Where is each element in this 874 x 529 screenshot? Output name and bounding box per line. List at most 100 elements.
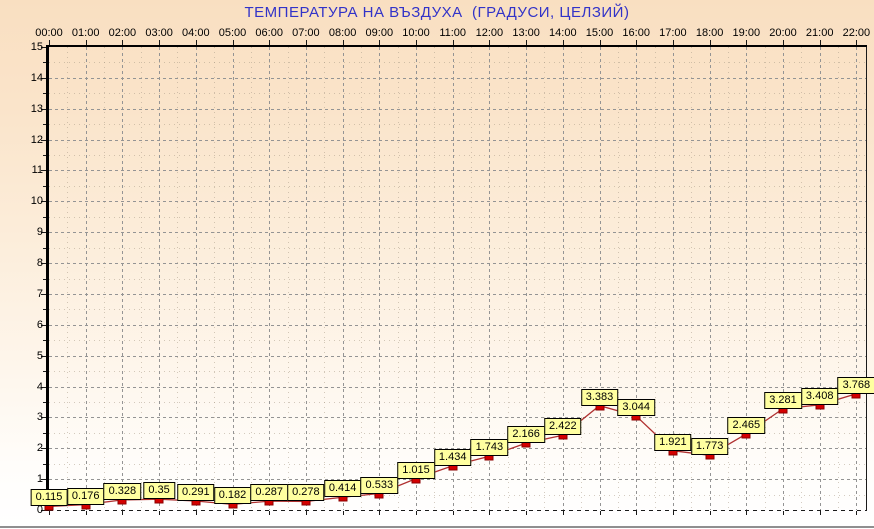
data-point-value-label: 0.287 [250, 484, 288, 502]
x-axis-label: 13:00 [512, 27, 540, 39]
y-axis-minor-tick [43, 340, 46, 342]
x-axis-label: 01:00 [71, 27, 100, 39]
gridline-vertical [452, 47, 454, 510]
bottom-edge-line [0, 526, 874, 528]
gridline-horizontal [49, 263, 866, 265]
gridline-vertical [599, 47, 601, 510]
gridline-horizontal [49, 139, 866, 141]
gridline-vertical [819, 47, 821, 510]
gridline-horizontal [49, 479, 866, 481]
x-axis-tick-top [85, 40, 87, 45]
y-axis-label: 13 [30, 102, 43, 115]
data-point-value-label: 1.743 [470, 439, 509, 457]
x-axis-tick-bottom [636, 511, 638, 515]
y-axis-tick [41, 479, 46, 481]
x-axis-label: 03:00 [145, 27, 173, 39]
gridline-vertical [342, 47, 344, 510]
y-axis-label: 9 [36, 226, 43, 239]
y-axis-label: 10 [30, 195, 43, 208]
x-axis-tick-top [672, 40, 674, 45]
data-point-value-label: 1.773 [690, 438, 729, 456]
x-axis-label: 09:00 [365, 27, 394, 39]
y-axis-line [46, 45, 49, 511]
y-axis-minor-tick [43, 463, 46, 465]
x-axis-tick-top [636, 40, 638, 45]
y-axis-minor-tick [43, 93, 46, 95]
gridline-horizontal [49, 293, 866, 295]
gridline-vertical [489, 47, 491, 510]
data-point-value-label: 0.414 [323, 480, 362, 498]
x-axis-label: 12:00 [475, 27, 504, 39]
data-point-value-label: 3.383 [580, 388, 619, 406]
data-point-value-label: 0.115 [30, 489, 68, 507]
y-axis-tick [41, 324, 46, 326]
x-axis-tick-bottom [195, 511, 197, 515]
x-axis-tick-bottom [599, 511, 601, 515]
y-axis-label: 12 [30, 133, 43, 146]
x-axis-tick-top [379, 40, 381, 45]
x-axis-tick-top [746, 40, 748, 45]
chart-title: ТЕМПЕРАТУРА НА ВЪЗДУХА (ГРАДУСИ, ЦЕЛЗИЙ) [244, 4, 630, 21]
plot-top-border [46, 45, 867, 47]
y-axis-tick [41, 232, 46, 234]
x-axis-tick-top [49, 40, 50, 45]
y-axis-label: 5 [36, 349, 43, 362]
x-axis-label: 21:00 [805, 27, 834, 39]
x-axis-label: 07:00 [292, 27, 320, 39]
gridline-minor-horizontal [49, 62, 866, 64]
gridline-vertical [672, 47, 674, 510]
gridline-minor-horizontal [49, 340, 866, 342]
x-axis-tick-bottom [159, 511, 161, 515]
y-axis-label: 8 [36, 257, 43, 270]
x-axis-label: 04:00 [182, 27, 210, 39]
x-axis-tick-bottom [562, 511, 564, 515]
data-point-value-label: 2.465 [727, 416, 766, 434]
x-axis-tick-top [562, 40, 564, 45]
data-point-value-label: 0.291 [177, 484, 215, 502]
x-axis-label: 10:00 [402, 27, 430, 39]
y-axis-label: 2 [36, 442, 43, 455]
y-axis-minor-tick [43, 278, 46, 280]
x-axis-tick-bottom [49, 511, 50, 515]
gridline-vertical [562, 47, 564, 510]
gridline-vertical [269, 47, 271, 510]
x-axis-zero-line [49, 510, 867, 511]
x-axis-tick-top [783, 40, 784, 45]
x-axis-label: 18:00 [695, 27, 724, 39]
y-axis-label: 6 [36, 318, 43, 331]
data-point-value-label: 0.278 [287, 484, 325, 502]
x-axis-tick-bottom [232, 511, 234, 515]
gridline-vertical [122, 47, 124, 510]
gridline-minor-horizontal [49, 185, 866, 187]
y-axis-minor-tick [43, 247, 46, 249]
gridline-minor-horizontal [49, 278, 866, 280]
x-axis-tick-top [709, 40, 711, 45]
data-point-value-label: 0.533 [360, 476, 399, 494]
x-axis-tick-bottom [856, 511, 858, 515]
x-axis-label: 02:00 [108, 27, 137, 39]
y-axis-label: 11 [31, 164, 43, 177]
gridline-horizontal [49, 77, 866, 79]
x-axis-tick-top [232, 40, 234, 45]
x-axis-label: 00:00 [35, 27, 63, 39]
y-axis-minor-tick [43, 309, 46, 311]
y-axis-minor-tick [43, 62, 46, 64]
gridline-minor-horizontal [49, 309, 866, 311]
y-axis-tick [41, 139, 46, 141]
y-axis-label: 1 [36, 473, 43, 486]
x-axis-tick-bottom [305, 511, 307, 515]
y-axis-minor-tick [43, 401, 46, 403]
x-axis-label: 20:00 [769, 27, 797, 39]
data-point-value-label: 3.044 [617, 399, 655, 417]
x-axis-tick-bottom [85, 511, 87, 515]
x-axis-tick-bottom [489, 511, 491, 515]
x-axis-tick-top [159, 40, 161, 45]
y-axis-minor-tick [43, 432, 46, 434]
gridline-vertical [379, 47, 381, 510]
y-axis-label: 15 [30, 41, 43, 53]
x-axis-tick-top [342, 40, 344, 45]
y-axis-label: 0 [36, 504, 43, 516]
x-axis-tick-bottom [416, 511, 417, 515]
gridline-horizontal [49, 324, 866, 326]
data-point-value-label: 1.434 [433, 448, 472, 466]
